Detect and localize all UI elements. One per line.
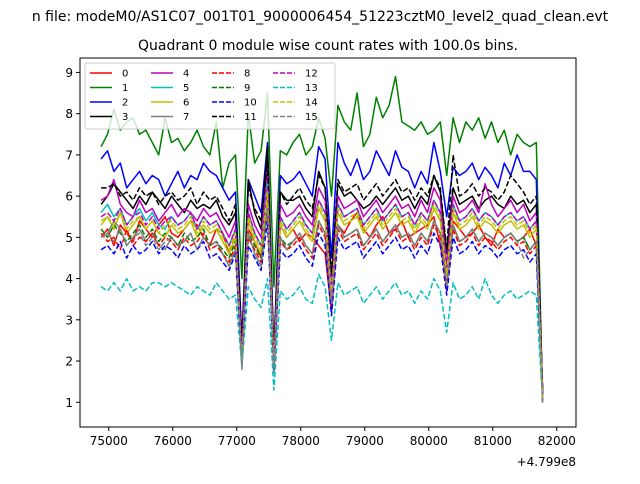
legend-label-14: 14 (305, 98, 318, 109)
legend-box (84, 62, 336, 130)
x-tick-label-76000: 76000 (154, 434, 192, 448)
legend-label-10: 10 (244, 98, 257, 109)
y-tick-label-1: 1 (65, 396, 73, 410)
y-tick-label-6: 6 (65, 190, 73, 204)
legend-label-3: 3 (122, 112, 128, 123)
y-tick-label-5: 5 (65, 231, 73, 245)
legend-label-11: 11 (244, 112, 257, 123)
legend-label-7: 7 (183, 112, 189, 123)
series-line-15 (100, 207, 544, 403)
x-tick-label-75000: 75000 (90, 434, 128, 448)
legend-label-8: 8 (244, 69, 250, 80)
y-tick-label-8: 8 (65, 107, 73, 121)
legend-label-13: 13 (305, 83, 318, 94)
series-line-14 (100, 191, 544, 399)
legend-label-5: 5 (183, 83, 189, 94)
legend-label-15: 15 (305, 112, 318, 123)
legend-label-6: 6 (183, 98, 189, 109)
series-line-2 (100, 141, 544, 399)
series-line-3 (100, 145, 544, 395)
series-line-11 (101, 154, 544, 395)
legend-label-1: 1 (122, 83, 128, 94)
series-line-4 (100, 166, 544, 399)
legend-label-12: 12 (305, 69, 318, 80)
axes-title: Quadrant 0 module wise count rates with … (138, 38, 518, 54)
y-tick-label-7: 7 (65, 148, 73, 162)
x-tick-label-78000: 78000 (282, 434, 320, 448)
series-line-0 (100, 203, 544, 390)
legend-label-4: 4 (183, 69, 189, 80)
x-tick-label-82000: 82000 (538, 434, 576, 448)
x-tick-label-79000: 79000 (346, 434, 384, 448)
y-tick-label-9: 9 (65, 66, 73, 80)
series-line-6 (100, 195, 544, 403)
legend-label-9: 9 (244, 83, 250, 94)
y-tick-label-2: 2 (65, 355, 73, 369)
series-line-10 (100, 220, 544, 403)
plot-area (100, 75, 544, 403)
figure-suptitle: n file: modeM0/AS1C07_001T01_9000006454_… (32, 9, 609, 25)
axes-frame (79, 57, 577, 428)
x-axis-offset-label: +4.799e8 (517, 455, 576, 469)
x-tick-label-77000: 77000 (218, 434, 256, 448)
series-line-8 (100, 211, 544, 403)
series-line-12 (100, 187, 544, 399)
legend-label-2: 2 (122, 98, 128, 109)
x-tick-label-81000: 81000 (474, 434, 512, 448)
y-tick-label-3: 3 (65, 313, 73, 327)
legend-label-0: 0 (122, 69, 128, 80)
x-tick-label-80000: 80000 (410, 434, 448, 448)
series-group (100, 75, 544, 403)
series-line-13 (100, 273, 544, 403)
y-tick-label-4: 4 (65, 272, 73, 286)
axes: 75000 76000 77000 78000 79000 80000 81000 82000… (65, 57, 577, 448)
